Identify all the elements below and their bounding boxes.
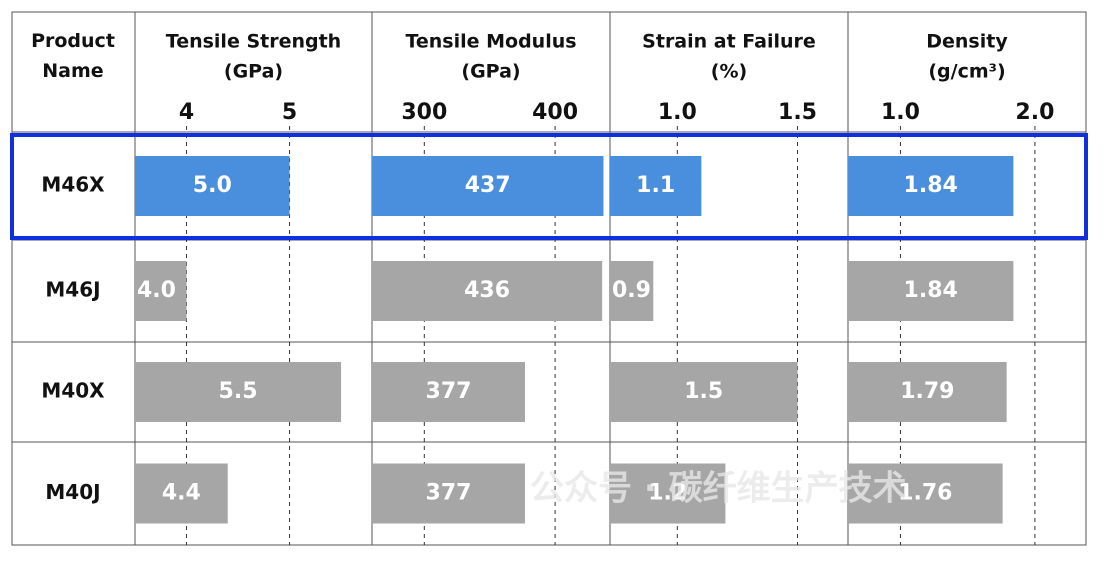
column-unit: (GPa) [224, 61, 283, 83]
highlight-box [10, 133, 1088, 240]
bar [848, 261, 1014, 321]
value-label: 4.0 [137, 278, 176, 303]
value-label: 1.2 [648, 481, 687, 506]
row-label: M40J [45, 480, 100, 504]
x-tick-label: 1.5 [778, 100, 817, 125]
column-title: Strain at Failure [642, 31, 816, 53]
bar [610, 261, 654, 321]
value-label: 1.1 [636, 173, 675, 198]
bar [610, 362, 798, 422]
bar [372, 362, 525, 422]
column-unit: (g/cm³) [928, 61, 1005, 83]
watermark: 公众号 · 碳纤维生产技术 [530, 469, 907, 509]
value-label: 1.84 [904, 173, 958, 198]
bar [372, 261, 603, 321]
x-tick-label: 4 [179, 100, 194, 125]
table-border [11, 11, 1087, 546]
column-title: Tensile Modulus [405, 31, 576, 53]
bar [848, 156, 1014, 216]
x-tick-label: 2.0 [1015, 100, 1054, 125]
column-unit: (GPa) [461, 61, 520, 83]
value-label: 5.0 [193, 173, 232, 198]
row-header: Product Name [31, 30, 115, 82]
value-label: 1.79 [900, 379, 954, 404]
x-tick-label: 1.0 [881, 100, 920, 125]
column-title: Tensile Strength [166, 31, 341, 53]
column-title: Density [926, 31, 1008, 53]
bar [135, 261, 187, 321]
value-label: 1.76 [898, 481, 952, 506]
bar [372, 156, 604, 216]
value-label: 1.5 [684, 379, 723, 404]
value-label: 377 [426, 379, 472, 404]
value-label: 4.4 [162, 481, 201, 506]
value-label: 377 [426, 481, 472, 506]
value-label: 5.5 [219, 379, 258, 404]
value-label: 1.84 [904, 278, 958, 303]
row-label: M46X [41, 173, 105, 197]
bar [135, 463, 228, 524]
x-tick-label: 5 [282, 100, 297, 125]
bar [135, 156, 290, 216]
column-unit: (%) [711, 61, 747, 83]
x-tick-label: 300 [401, 100, 447, 125]
bar [372, 463, 525, 524]
bar [610, 156, 702, 216]
value-label: 436 [464, 278, 510, 303]
value-label: 437 [465, 173, 511, 198]
row-label: M46J [45, 278, 100, 302]
bar [610, 463, 726, 524]
x-tick-label: 400 [532, 100, 578, 125]
bar [135, 362, 342, 422]
bar [848, 463, 1003, 524]
x-tick-label: 1.0 [658, 100, 697, 125]
bar [848, 362, 1007, 422]
row-label: M40X [41, 379, 105, 403]
value-label: 0.9 [612, 278, 651, 303]
